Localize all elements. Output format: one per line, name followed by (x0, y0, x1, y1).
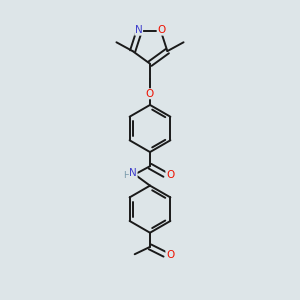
Text: O: O (146, 89, 154, 99)
Text: O: O (157, 25, 165, 35)
Text: N: N (129, 168, 137, 178)
Text: H: H (123, 170, 130, 179)
Text: O: O (166, 250, 174, 260)
Text: O: O (166, 170, 174, 180)
Text: N: N (135, 25, 142, 35)
